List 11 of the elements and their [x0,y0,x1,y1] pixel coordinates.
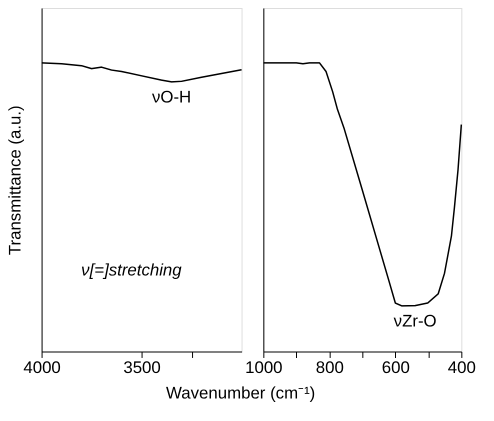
x-tick-label: 600 [382,358,410,377]
x-tick-label: 800 [316,358,344,377]
x-tick-label: 400 [448,358,476,377]
x-tick-label: 1000 [245,358,283,377]
x-tick-label: 3500 [123,358,161,377]
y-axis-title: Transmittance (a.u.) [5,105,24,256]
x-tick-label: 4000 [23,358,61,377]
annotation: νZr-O [394,311,437,330]
annotation: ν[=]stretching [81,260,182,280]
annotation: νO-H [152,88,192,107]
x-axis-title: Wavenumber (cm⁻¹) [166,384,316,403]
